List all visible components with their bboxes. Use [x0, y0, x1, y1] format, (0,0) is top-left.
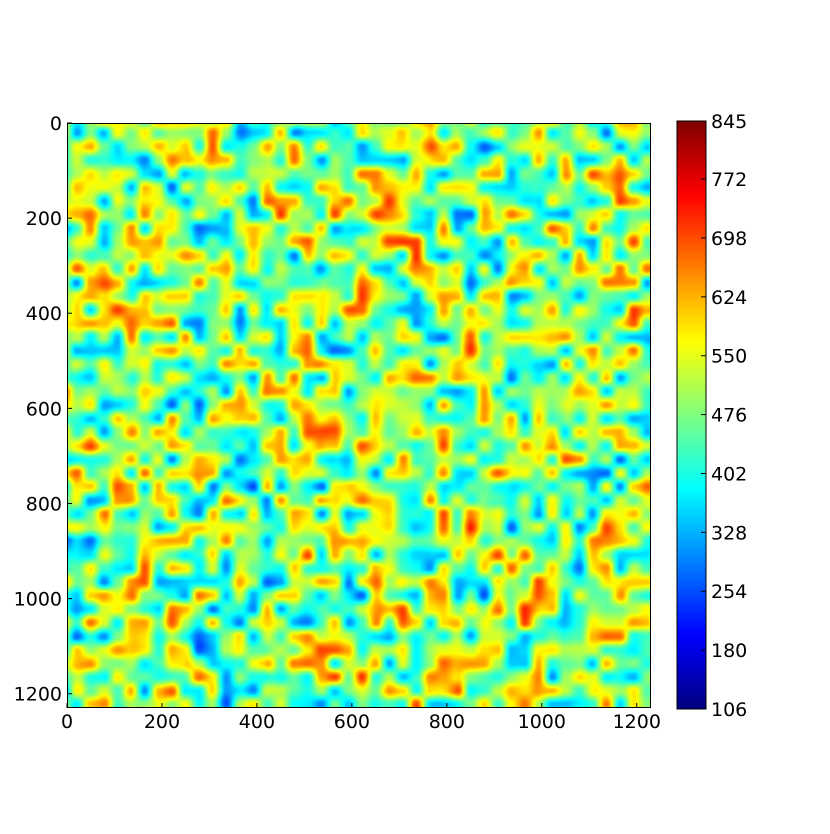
y-tick-label: 0 [50, 113, 62, 135]
x-axis: 0 200 400 600 800 1000 1200 [61, 703, 661, 733]
colorbar-tick-label: 476 [711, 405, 747, 427]
heatmap-image [67, 123, 651, 708]
y-tick-label: 800 [26, 493, 62, 515]
x-tick-label: 0 [61, 711, 73, 733]
colorbar-tick-label: 624 [711, 287, 747, 309]
colorbar-tick-label: 106 [711, 699, 747, 721]
y-tick-label: 200 [26, 208, 62, 230]
y-tick-label: 400 [26, 303, 62, 325]
x-tick-label: 600 [334, 711, 370, 733]
colorbar-tick-label: 845 [711, 111, 747, 133]
x-tick-label: 1200 [613, 711, 661, 733]
colorbar-tick-label: 328 [711, 522, 747, 544]
colorbar-ticks: 106 180 254 328 402 476 550 624 698 772 845 [701, 111, 747, 721]
colorbar-tick-label: 254 [711, 581, 747, 603]
colorbar-tick-label: 698 [711, 228, 747, 250]
heatmap-plot-area [67, 123, 651, 708]
colorbar-tick-label: 180 [711, 640, 747, 662]
y-tick-label: 1000 [14, 589, 62, 611]
x-tick-label: 1000 [518, 711, 566, 733]
x-tick-label: 400 [239, 711, 275, 733]
heatmap-canvas [67, 123, 651, 708]
colorbar-tick-label: 402 [711, 463, 747, 485]
y-tick-label: 600 [26, 398, 62, 420]
y-axis: 0 200 400 600 800 1000 1200 [14, 113, 72, 706]
colorbar: 106 180 254 328 402 476 550 624 698 772 845 [676, 111, 747, 721]
colorbar-tick-label: 772 [711, 169, 747, 191]
plot-frame [67, 123, 651, 708]
y-tick-label: 1200 [14, 684, 62, 706]
x-tick-label: 800 [429, 711, 465, 733]
colorbar-tick-label: 550 [711, 346, 747, 368]
x-tick-label: 200 [144, 711, 180, 733]
